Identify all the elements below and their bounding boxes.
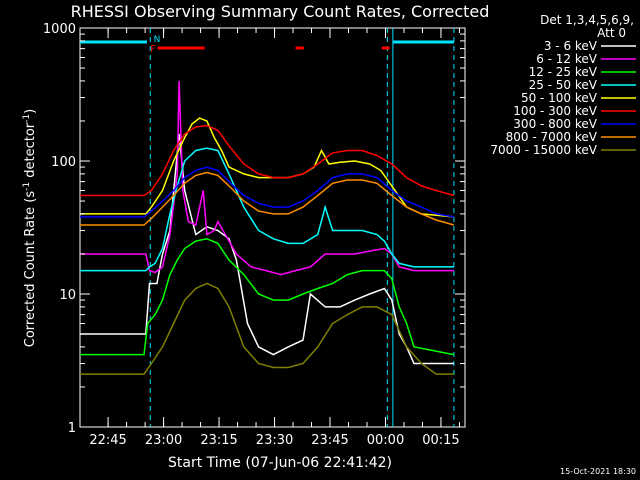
legend-header-line2: Att 0: [597, 26, 626, 40]
series-line-5: [80, 124, 455, 197]
plot-area: NF: [79, 27, 466, 428]
flare-marker-label: F: [150, 44, 156, 55]
night-marker-label: N: [154, 35, 161, 45]
y-axis: 1 10 100 1000: [43, 22, 465, 436]
legend-label-1: 6 - 12 keV: [536, 52, 598, 66]
x-axis-label: Start Time (07-Jun-06 22:41:42): [168, 455, 392, 471]
legend-label-4: 50 - 100 keV: [521, 91, 598, 105]
x-tick-label: 23:15: [200, 433, 237, 448]
y-axis-label: Corrected Count Rate (s-1 detector-1): [22, 109, 38, 347]
x-tick-label: 23:45: [311, 433, 348, 448]
x-tick-label: 00:00: [367, 433, 404, 448]
y-tick-label: 1000: [43, 22, 76, 37]
legend-label-6: 300 - 800 keV: [513, 117, 597, 131]
series-line-2: [80, 238, 455, 356]
legend-label-7: 800 - 7000 keV: [506, 130, 598, 144]
legend-header-line1: Det 1,3,4,5,6,9,: [540, 13, 634, 27]
y-tick-label: 100: [51, 155, 76, 170]
y-label-part-pre: Corrected Count Rate (s: [23, 191, 38, 348]
series-line-0: [80, 133, 454, 365]
x-axis: 22:45 23:00 23:15 23:30 23:45 00:00 00:15: [89, 28, 460, 448]
chart-title: RHESSI Observing Summary Count Rates, Co…: [71, 2, 490, 21]
timestamp: 15-Oct-2021 18:30: [560, 467, 636, 476]
y-label-part-mid: detector: [23, 122, 38, 182]
x-tick-label: 23:30: [256, 433, 293, 448]
x-tick-label: 22:45: [89, 433, 126, 448]
legend-label-0: 3 - 6 keV: [544, 39, 598, 53]
series-line-1: [80, 80, 454, 276]
series-line-8: [80, 282, 454, 375]
y-tick-label: 10: [59, 288, 76, 303]
y-label-part-post: ): [23, 109, 38, 114]
plot-frame: [79, 27, 466, 428]
legend-label-8: 7000 - 15000 keV: [490, 143, 597, 157]
x-tick-label: 23:00: [145, 433, 182, 448]
y-tick-label: 1: [68, 421, 76, 436]
series-line-6: [80, 166, 455, 218]
legend-label-5: 100 - 300 keV: [513, 104, 597, 118]
series-line-7: [80, 171, 455, 226]
legend-label-2: 12 - 25 keV: [529, 65, 598, 79]
y-label-exp2: -1: [22, 114, 32, 123]
legend-label-3: 25 - 50 keV: [529, 78, 598, 92]
y-label-exp1: -1: [22, 182, 32, 191]
series-line-3: [80, 147, 454, 272]
series-line-4: [80, 117, 454, 218]
x-tick-label: 00:15: [422, 433, 459, 448]
